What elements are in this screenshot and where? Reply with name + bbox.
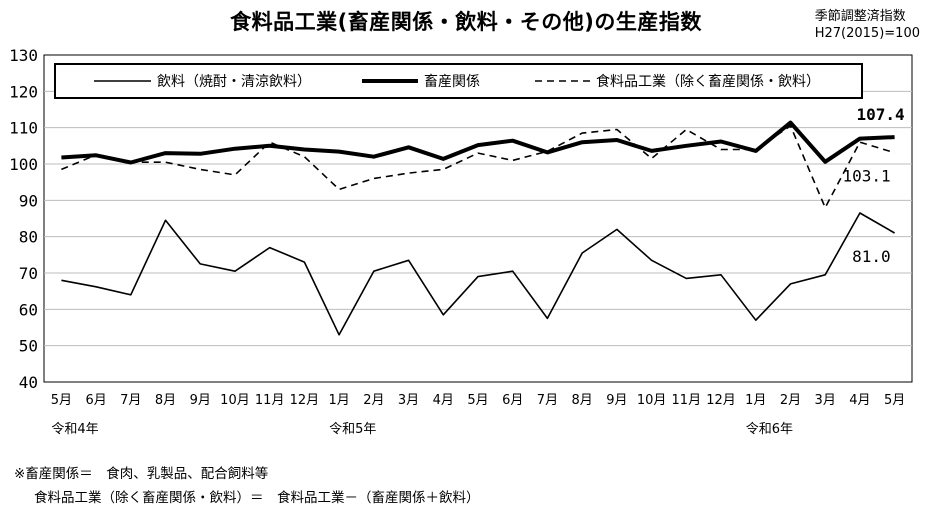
legend-label-0: 飲料（焼酎・清涼飲料） (157, 74, 311, 90)
x-tick-label: 2月 (363, 393, 384, 408)
x-tick-label: 1月 (328, 393, 349, 408)
x-tick-label: 10月 (637, 393, 667, 408)
x-tick-label: 2月 (780, 393, 801, 408)
x-tick-label: 12月 (290, 393, 320, 408)
x-tick-label: 3月 (815, 393, 836, 408)
y-tick-label: 130 (9, 46, 38, 65)
x-tick-label: 6月 (85, 393, 106, 408)
x-tick-label: 9月 (190, 393, 211, 408)
y-tick-label: 100 (9, 155, 38, 174)
footnote-2: 食料品工業（除く畜産関係・飲料）＝ 食料品工業－（畜産関係＋飲料） (34, 490, 480, 506)
index-note-line-1: 季節調整済指数 (814, 9, 906, 24)
legend (54, 63, 863, 99)
year-label: 令和5年 (329, 422, 376, 437)
series-line-1 (61, 120, 895, 165)
x-tick-label: 5月 (51, 393, 72, 408)
year-label: 令和6年 (746, 422, 793, 437)
x-tick-label: 8月 (155, 393, 176, 408)
y-tick-label: 110 (9, 119, 38, 138)
plot-area (43, 54, 913, 383)
end-label-1: 107.4 (856, 105, 904, 124)
x-tick-label: 9月 (606, 393, 627, 408)
x-tick-label: 7月 (120, 393, 141, 408)
x-tick-label: 4月 (433, 393, 454, 408)
x-tick-label: 11月 (672, 393, 702, 408)
footnote-1: ※畜産関係＝ 食肉、乳製品、配合飼料等 (14, 466, 269, 482)
y-tick-label: 70 (19, 264, 38, 283)
x-tick-label: 1月 (745, 393, 766, 408)
legend-label-1: 畜産関係 (424, 74, 480, 90)
end-label-0: 81.0 (852, 247, 891, 266)
x-tick-label: 12月 (706, 393, 736, 408)
x-tick-label: 7月 (537, 393, 558, 408)
x-tick-label: 4月 (849, 393, 870, 408)
x-tick-label: 10月 (220, 393, 250, 408)
y-tick-label: 40 (19, 373, 38, 392)
x-tick-label: 8月 (572, 393, 593, 408)
index-note-line-2: H27(2015)=100 (814, 26, 920, 41)
year-label: 令和4年 (51, 422, 98, 437)
index-note: 季節調整済指数 H27(2015)=100 (815, 8, 920, 42)
end-label-2: 103.1 (842, 167, 890, 186)
x-tick-label: 3月 (398, 393, 419, 408)
series-line-0 (61, 212, 895, 336)
x-tick-label: 5月 (884, 393, 905, 408)
y-tick-label: 60 (19, 300, 38, 319)
x-tick-label: 6月 (502, 393, 523, 408)
x-tick-label: 11月 (255, 393, 285, 408)
y-tick-label: 90 (19, 191, 38, 210)
chart-title: 食料品工業(畜産関係・飲料・その他)の生産指数 (230, 10, 702, 34)
y-tick-label: 50 (19, 337, 38, 356)
legend-label-2: 食料品工業（除く畜産関係・飲料） (596, 73, 820, 90)
y-tick-label: 80 (19, 228, 38, 247)
x-tick-label: 5月 (467, 393, 488, 408)
series-line-2 (61, 125, 895, 209)
y-tick-label: 120 (9, 82, 38, 101)
